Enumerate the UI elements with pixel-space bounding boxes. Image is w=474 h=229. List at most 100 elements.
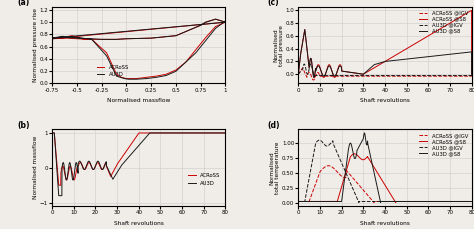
Line: AU3D @IGV: AU3D @IGV — [298, 64, 472, 76]
X-axis label: Shaft revolutions: Shaft revolutions — [360, 98, 410, 103]
AU3D @IGV — [469, 73, 474, 76]
ACRoSS @S8 — [464, 200, 470, 203]
AU3D @S8 — [469, 200, 474, 203]
Legend: ACRoSS, AU3D: ACRoSS, AU3D — [186, 171, 223, 188]
AU3D @IGV — [464, 74, 470, 77]
Y-axis label: Normalised massflow: Normalised massflow — [34, 136, 38, 199]
AU3D @IGV — [469, 200, 474, 203]
AU3D @S8 — [464, 51, 470, 54]
ACRoSS @S8 — [304, 200, 310, 203]
ACRoSS — [198, 24, 203, 27]
ACRoSS @S8 — [393, 201, 399, 204]
ACRoSS @S8 — [464, 12, 469, 15]
Line: ACRoSS: ACRoSS — [52, 19, 226, 79]
AU3D — [144, 77, 149, 80]
AU3D — [49, 132, 55, 134]
ACRoSS — [79, 37, 85, 40]
ACRoSS @IGV — [375, 200, 381, 203]
ACRoSS @IGV — [464, 75, 470, 78]
AU3D @S8 — [432, 200, 438, 203]
ACRoSS @S8 — [375, 64, 381, 67]
ACRoSS — [64, 37, 70, 40]
Y-axis label: Normalised
total pressure: Normalised total pressure — [273, 25, 284, 66]
AU3D @S8 — [295, 73, 301, 76]
ACRoSS — [49, 37, 55, 40]
ACRoSS — [99, 38, 104, 41]
ACRoSS @IGV — [464, 200, 470, 203]
ACRoSS — [218, 132, 223, 134]
ACRoSS @S8 — [432, 200, 438, 203]
ACRoSS @S8 — [469, 200, 474, 203]
ACRoSS @S8 — [432, 31, 438, 33]
AU3D @S8 — [469, 73, 474, 76]
AU3D — [49, 37, 55, 40]
AU3D — [223, 21, 228, 24]
Line: AU3D @IGV: AU3D @IGV — [298, 140, 472, 202]
AU3D @S8 — [380, 200, 385, 203]
ACRoSS — [104, 52, 109, 54]
Legend: ACRoSS @IGV, ACRoSS @S8, AU3D @IGV, AU3D @S8: ACRoSS @IGV, ACRoSS @S8, AU3D @IGV, AU3D… — [419, 132, 469, 157]
AU3D @IGV — [301, 63, 307, 65]
Y-axis label: Normalised pressure rise: Normalised pressure rise — [33, 8, 38, 82]
ACRoSS @IGV — [432, 200, 438, 203]
ACRoSS — [59, 36, 65, 39]
X-axis label: Normalised massflow: Normalised massflow — [107, 98, 171, 103]
ACRoSS @S8 — [295, 73, 301, 76]
AU3D — [124, 37, 129, 40]
Text: (a): (a) — [18, 0, 30, 7]
ACRoSS — [49, 37, 55, 40]
ACRoSS @IGV — [295, 73, 301, 76]
AU3D @IGV — [464, 200, 470, 203]
AU3D @S8 — [311, 76, 317, 79]
ACRoSS — [203, 36, 209, 39]
Line: ACRoSS @IGV: ACRoSS @IGV — [298, 68, 472, 80]
Line: ACRoSS @S8: ACRoSS @S8 — [298, 154, 472, 203]
ACRoSS @IGV — [295, 200, 301, 203]
AU3D @IGV — [356, 201, 362, 204]
AU3D @S8 — [380, 61, 385, 63]
AU3D @IGV — [295, 73, 301, 76]
ACRoSS — [74, 35, 80, 38]
AU3D @IGV — [380, 200, 385, 203]
ACRoSS @S8 — [304, 49, 310, 52]
AU3D — [203, 21, 209, 24]
AU3D — [64, 36, 70, 39]
ACRoSS @S8 — [380, 61, 385, 64]
ACRoSS — [126, 77, 131, 80]
ACRoSS — [223, 21, 228, 24]
ACRoSS @IGV — [300, 66, 305, 69]
Legend: ACRoSS @IGV, ACRoSS @S8, AU3D @IGV, AU3D @S8: ACRoSS @IGV, ACRoSS @S8, AU3D @IGV, AU3D… — [419, 10, 469, 35]
ACRoSS — [58, 170, 64, 173]
AU3D — [213, 18, 219, 21]
ACRoSS — [124, 77, 129, 80]
ACRoSS @S8 — [375, 172, 381, 175]
ACRoSS — [114, 38, 119, 41]
AU3D @S8 — [295, 200, 301, 203]
ACRoSS — [74, 37, 80, 40]
ACRoSS — [193, 48, 199, 51]
AU3D — [183, 61, 189, 63]
ACRoSS @IGV — [304, 74, 310, 77]
Line: AU3D: AU3D — [52, 133, 226, 196]
AU3D — [89, 37, 95, 40]
AU3D — [89, 38, 95, 41]
ACRoSS @IGV — [432, 75, 438, 78]
ACRoSS — [148, 37, 154, 40]
X-axis label: Shaft revolutions: Shaft revolutions — [114, 221, 164, 226]
ACRoSS @IGV — [380, 200, 385, 203]
AU3D @S8 — [464, 200, 470, 203]
ACRoSS — [89, 38, 95, 41]
AU3D — [218, 132, 223, 134]
AU3D @S8 — [375, 190, 381, 192]
AU3D @S8 — [464, 200, 470, 203]
ACRoSS @IGV — [464, 200, 470, 203]
ACRoSS — [134, 77, 139, 80]
AU3D — [223, 132, 228, 134]
ACRoSS @S8 — [311, 76, 317, 79]
ACRoSS — [124, 37, 129, 40]
ACRoSS — [109, 38, 114, 41]
AU3D @IGV — [464, 74, 470, 77]
AU3D — [58, 194, 64, 197]
AU3D @IGV — [295, 200, 301, 203]
AU3D — [198, 24, 203, 27]
